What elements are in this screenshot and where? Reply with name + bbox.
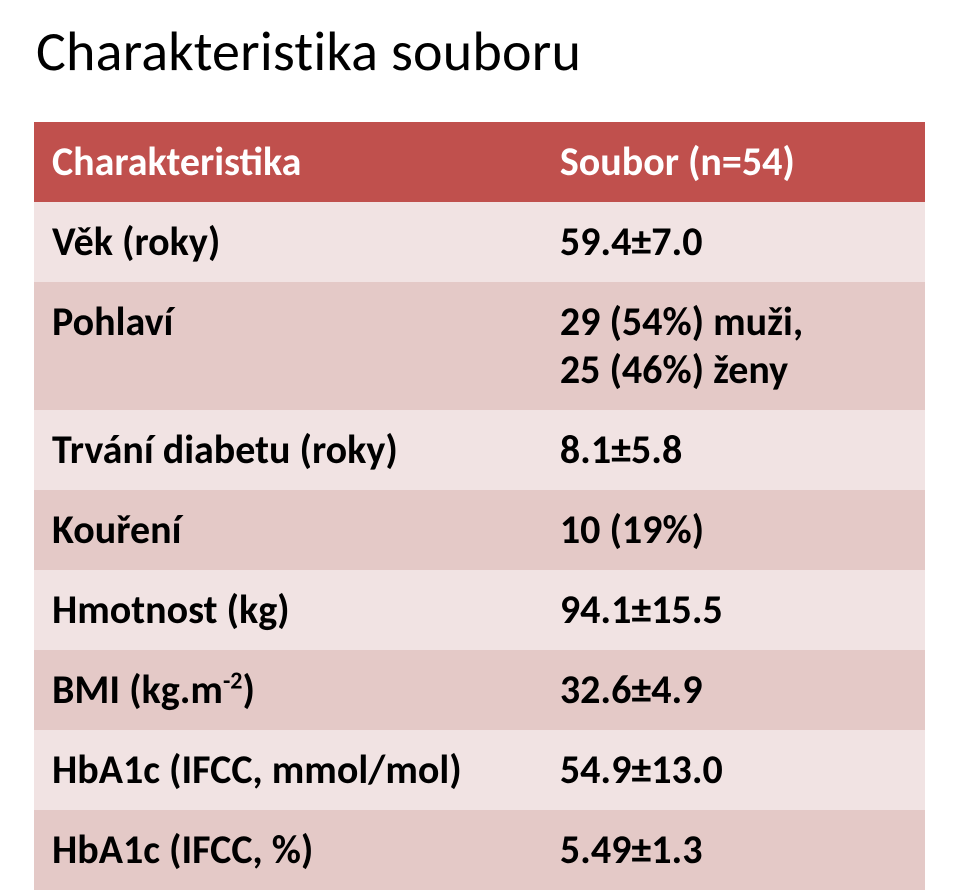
row-value: 5.49±1.3 xyxy=(542,810,925,890)
row-label: Věk (roky) xyxy=(34,202,542,282)
row-label: HbA1c (IFCC, %) xyxy=(34,810,542,890)
table-row: Kouření 10 (19%) xyxy=(34,490,925,570)
table-header-label: Charakteristika xyxy=(34,122,542,202)
table-row: Věk (roky) 59.4±7.0 xyxy=(34,202,925,282)
row-value: 94.1±15.5 xyxy=(542,570,925,650)
row-value: 59.4±7.0 xyxy=(542,202,925,282)
row-label: Kouření xyxy=(34,490,542,570)
row-label: Trvání diabetu (roky) xyxy=(34,410,542,490)
table-header-value: Soubor (n=54) xyxy=(542,122,925,202)
slide-title: Charakteristika souboru xyxy=(36,18,925,86)
row-label: Pohlaví xyxy=(34,282,542,410)
row-value: 8.1±5.8 xyxy=(542,410,925,490)
row-value: 32.6±4.9 xyxy=(542,650,925,730)
table-header-row: Charakteristika Soubor (n=54) xyxy=(34,122,925,202)
table-row: Hmotnost (kg) 94.1±15.5 xyxy=(34,570,925,650)
table-row: Trvání diabetu (roky) 8.1±5.8 xyxy=(34,410,925,490)
table-row: BMI (kg.m-2) 32.6±4.9 xyxy=(34,650,925,730)
table-row: Pohlaví 29 (54%) muži,25 (46%) ženy xyxy=(34,282,925,410)
table-row: HbA1c (IFCC, %) 5.49±1.3 xyxy=(34,810,925,890)
characteristics-tbody: Charakteristika Soubor (n=54) Věk (roky)… xyxy=(34,122,925,890)
row-label: Hmotnost (kg) xyxy=(34,570,542,650)
row-label: BMI (kg.m-2) xyxy=(34,650,542,730)
row-label: HbA1c (IFCC, mmol/mol) xyxy=(34,730,542,810)
table-row: HbA1c (IFCC, mmol/mol) 54.9±13.0 xyxy=(34,730,925,810)
row-value: 10 (19%) xyxy=(542,490,925,570)
row-value: 29 (54%) muži,25 (46%) ženy xyxy=(542,282,925,410)
row-value: 54.9±13.0 xyxy=(542,730,925,810)
characteristics-table: Charakteristika Soubor (n=54) Věk (roky)… xyxy=(34,122,925,890)
slide: Charakteristika souboru Charakteristika … xyxy=(0,0,959,746)
